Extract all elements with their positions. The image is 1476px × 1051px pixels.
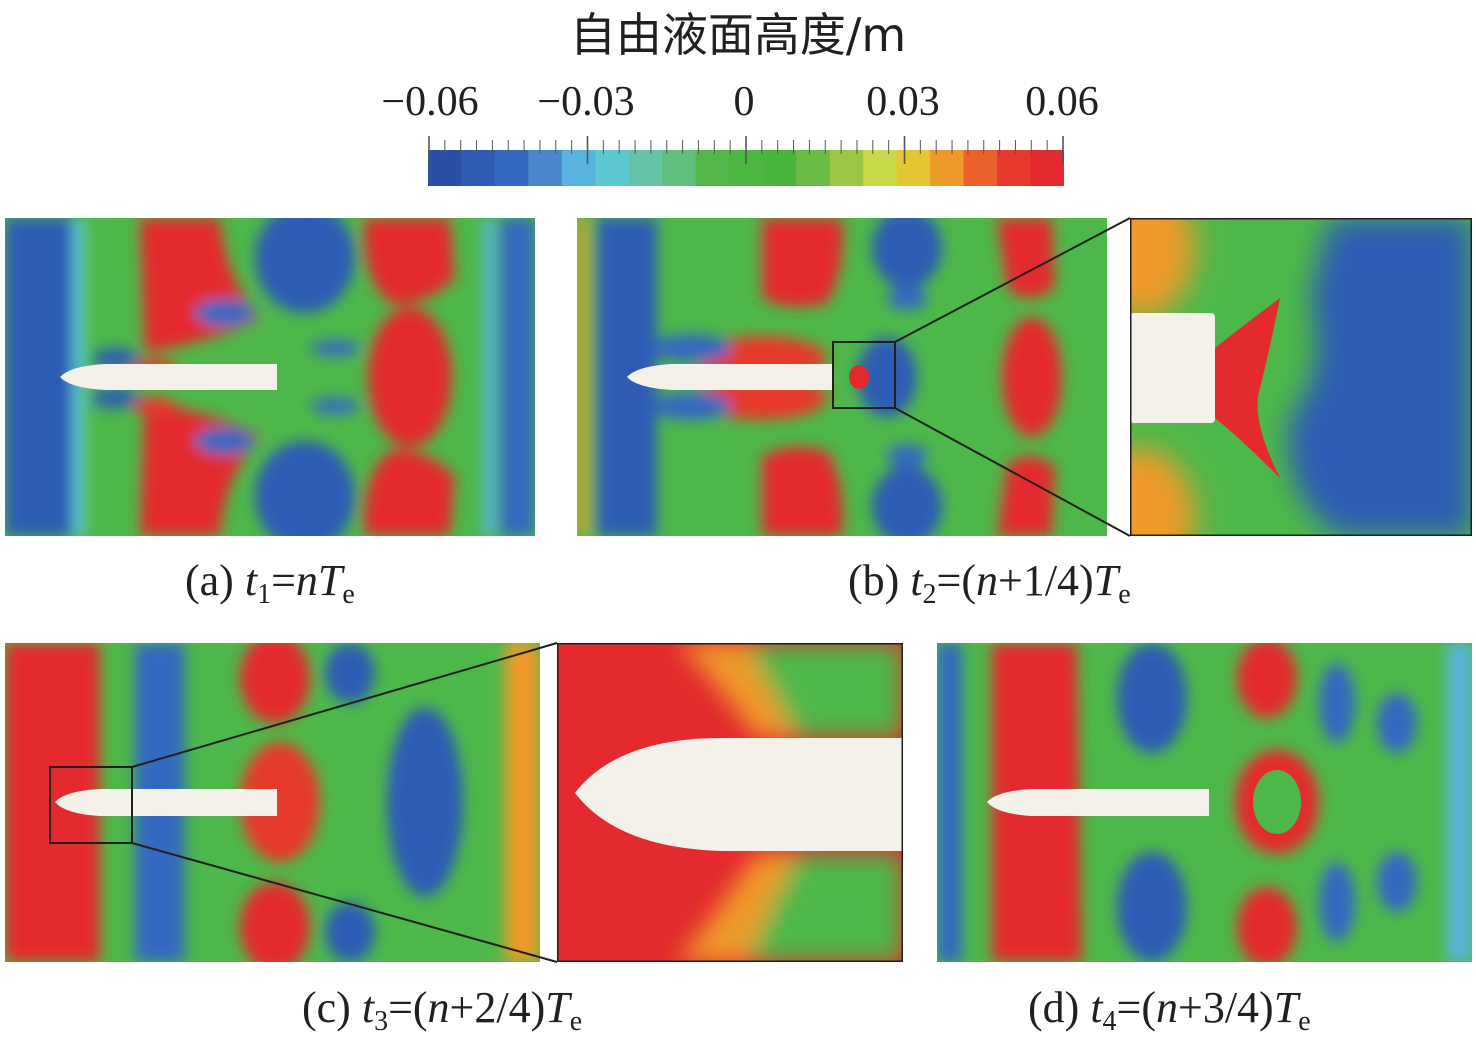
colorbar-segment	[762, 150, 797, 186]
panel-c-contour	[5, 643, 540, 962]
panel-c-inset	[557, 643, 903, 962]
colorbar-tick-label: −0.03	[537, 79, 635, 125]
caption-b: (b) t2=(n+1/4)Te	[848, 556, 1131, 610]
zoom-box	[832, 341, 896, 409]
colorbar-segment	[695, 150, 730, 186]
colorbar-tick-label: −0.06	[381, 79, 479, 125]
ship-hull	[55, 789, 277, 816]
colorbar-tick-label: 0.03	[866, 79, 940, 125]
colorbar-segment	[662, 150, 697, 186]
colorbar-segment	[461, 150, 496, 186]
colorbar-segment	[963, 150, 998, 186]
caption-a: (a) t1=nTe	[185, 556, 355, 610]
caption-c: (c) t3=(n+2/4)Te	[302, 983, 583, 1037]
colorbar-segment	[896, 150, 931, 186]
colorbar-segment	[863, 150, 898, 186]
colorbar-segment	[494, 150, 530, 186]
zoom-box	[49, 766, 133, 844]
colorbar-segment	[561, 150, 596, 186]
ship-hull	[627, 364, 832, 390]
ship-hull	[987, 789, 1209, 816]
panel-b-inset	[1130, 218, 1472, 536]
colorbar-segment	[628, 150, 663, 186]
colorbar	[428, 136, 1064, 186]
colorbar-segment	[595, 150, 630, 186]
ship-hull	[60, 364, 277, 390]
colorbar-tick-label: 0	[733, 79, 755, 125]
colorbar-segment	[829, 150, 864, 186]
colorbar-segment	[528, 150, 563, 186]
colorbar-tick-label: 0.06	[1025, 79, 1099, 125]
ship-stern	[1130, 313, 1215, 423]
panel-d-contour	[937, 643, 1472, 962]
colorbar-segment	[1030, 150, 1064, 186]
colorbar-segment	[997, 150, 1032, 186]
colorbar-segment	[930, 150, 965, 186]
colorbar-segment	[796, 150, 831, 186]
colorbar-segment	[428, 150, 463, 186]
colorbar-title: 自由液面高度/m	[569, 8, 907, 62]
panel-a-contour	[5, 218, 535, 536]
ship-bow	[575, 738, 903, 851]
panel-b-contour	[577, 218, 1107, 536]
caption-d: (d) t4=(n+3/4)Te	[1028, 983, 1311, 1037]
